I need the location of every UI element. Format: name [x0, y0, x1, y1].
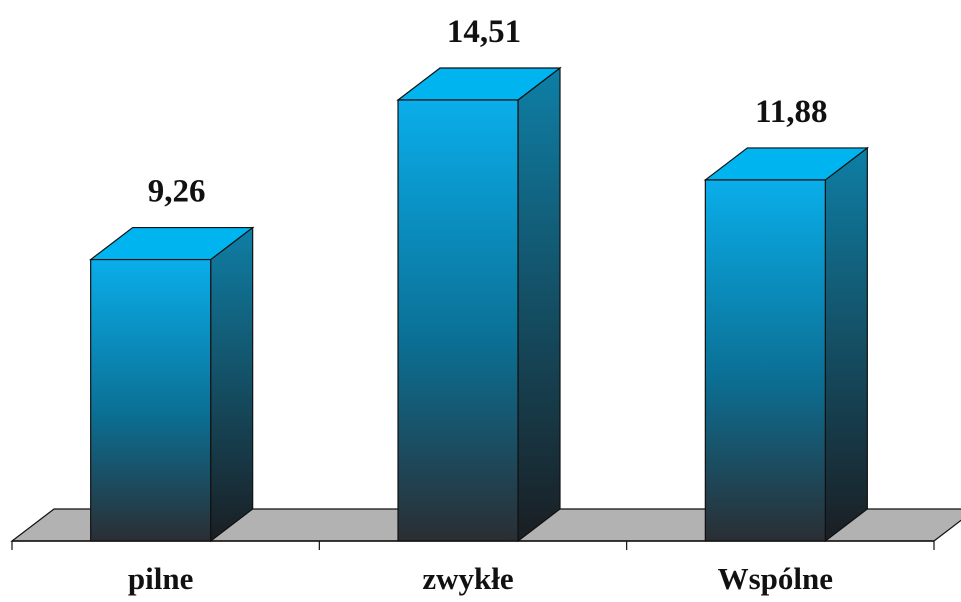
bar-2: [396, 66, 562, 543]
x-tick-label: pilne: [128, 561, 193, 596]
bar-front: [397, 99, 519, 542]
x-axis: [11, 540, 935, 550]
bar-3: [703, 146, 870, 543]
bar-side: [824, 146, 868, 543]
bars: [88, 66, 870, 543]
x-tick-label: Wspólne: [718, 561, 833, 596]
bar-side: [210, 226, 254, 543]
data-label: 14,51: [447, 14, 521, 50]
bar-1: [88, 226, 255, 543]
data-label: 9,26: [148, 174, 206, 210]
labels: 9,26 pilne 14,51 zwykłe 11,88 Wspólne: [128, 14, 833, 596]
bar-front: [90, 258, 212, 542]
x-tick-label: zwykłe: [422, 561, 513, 596]
bar-side: [517, 66, 561, 543]
bar-front: [704, 179, 826, 542]
data-label: 11,88: [755, 94, 827, 130]
